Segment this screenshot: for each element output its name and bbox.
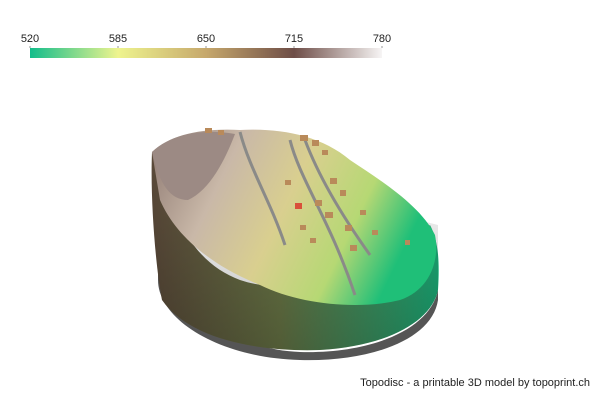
cliff <box>152 131 235 200</box>
colorbar: 520 585 650 715 780 <box>21 33 391 58</box>
tick-label: 780 <box>373 33 391 45</box>
tick-label: 650 <box>197 33 215 45</box>
caption: Topodisc - a printable 3D model by topop… <box>360 377 590 389</box>
tick-label: 585 <box>109 33 127 45</box>
landmark <box>295 203 302 209</box>
houses <box>205 128 410 251</box>
disc-top <box>152 129 437 305</box>
terrain <box>151 128 439 361</box>
colorbar-scale <box>30 48 382 58</box>
tick-label: 715 <box>285 33 303 45</box>
tick-label: 520 <box>21 33 39 45</box>
